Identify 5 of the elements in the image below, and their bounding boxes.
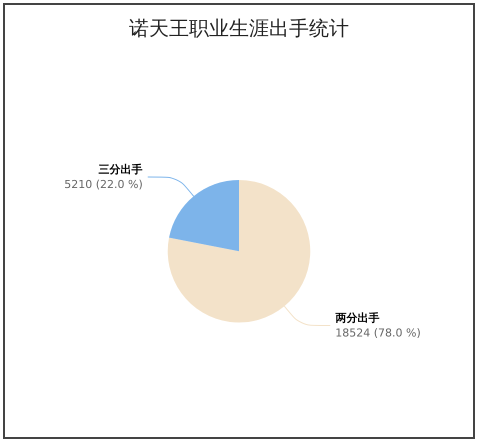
slice-label: 两分出手: [334, 312, 380, 325]
data-label: 18524 (78.0 %): [335, 326, 421, 340]
data-label: 5210 (22.0 %): [64, 178, 143, 191]
slice-label: 三分出手: [98, 162, 143, 176]
chart-title: 诺天王职业生涯出手统计: [129, 16, 349, 40]
